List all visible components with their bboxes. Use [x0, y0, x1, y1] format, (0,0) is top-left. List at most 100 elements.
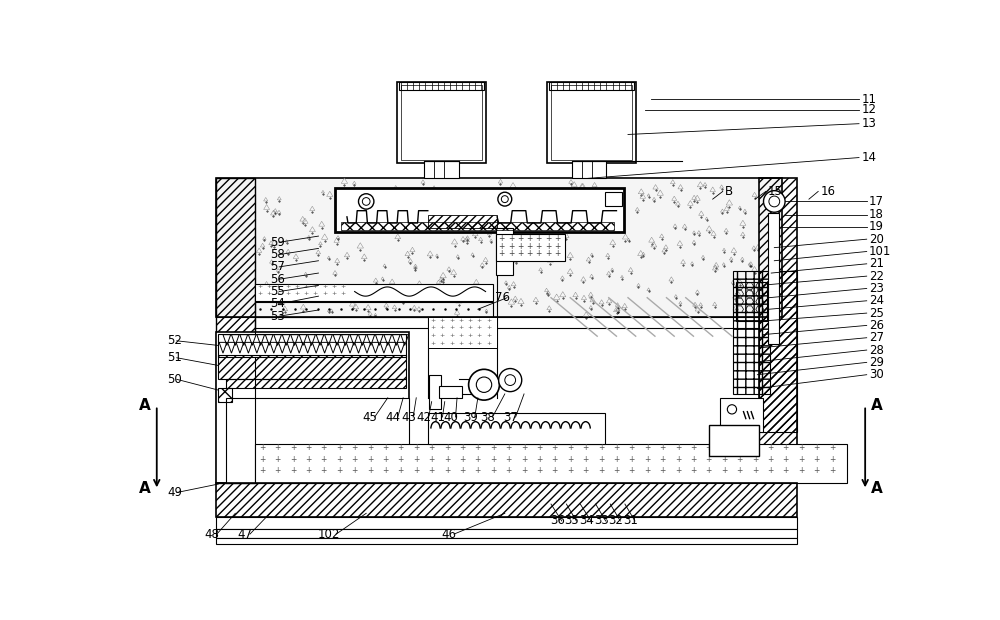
Text: +: + — [313, 285, 318, 290]
Text: +: + — [449, 333, 454, 338]
Text: +: + — [721, 466, 727, 476]
Text: +: + — [629, 443, 635, 453]
Bar — [549, 82, 634, 90]
Text: +: + — [440, 326, 445, 330]
Text: 54: 54 — [270, 298, 285, 311]
Text: +: + — [321, 455, 327, 464]
Text: 53: 53 — [270, 309, 285, 322]
Circle shape — [498, 192, 512, 206]
Text: +: + — [582, 443, 589, 453]
Text: +: + — [721, 443, 727, 453]
Bar — [216, 517, 797, 529]
Text: +: + — [552, 443, 558, 453]
Text: 49: 49 — [168, 486, 183, 499]
Text: +: + — [486, 340, 491, 345]
Bar — [768, 213, 779, 344]
Text: +: + — [736, 455, 743, 464]
Bar — [401, 85, 482, 160]
Text: +: + — [294, 291, 300, 296]
Bar — [226, 398, 409, 482]
Text: +: + — [458, 317, 464, 322]
Text: +: + — [490, 466, 496, 476]
Text: 102: 102 — [318, 528, 340, 541]
Text: +: + — [459, 455, 466, 464]
Text: +: + — [690, 466, 697, 476]
Circle shape — [499, 368, 522, 392]
Text: +: + — [783, 455, 789, 464]
Text: +: + — [276, 285, 281, 290]
Text: +: + — [285, 291, 290, 296]
Text: +: + — [458, 333, 464, 338]
Text: +: + — [535, 249, 542, 259]
Text: +: + — [736, 466, 743, 476]
Text: +: + — [321, 466, 327, 476]
Text: +: + — [459, 466, 466, 476]
Bar — [547, 82, 636, 163]
Text: +: + — [257, 291, 263, 296]
Text: 20: 20 — [869, 232, 884, 246]
Bar — [226, 379, 406, 388]
Text: +: + — [444, 443, 450, 453]
Text: +: + — [567, 455, 573, 464]
Text: 17: 17 — [869, 195, 884, 208]
Text: +: + — [477, 340, 482, 345]
Bar — [759, 179, 797, 482]
Bar — [572, 161, 606, 179]
Text: +: + — [304, 285, 309, 290]
Bar — [428, 413, 605, 444]
Text: +: + — [431, 326, 436, 330]
Text: +: + — [351, 455, 358, 464]
Text: +: + — [505, 443, 512, 453]
Bar — [496, 234, 565, 261]
Bar — [216, 529, 797, 538]
Bar — [255, 284, 493, 301]
Text: +: + — [706, 455, 712, 464]
Text: +: + — [449, 340, 454, 345]
Text: +: + — [431, 317, 436, 322]
Text: 28: 28 — [869, 343, 884, 356]
Text: +: + — [613, 455, 620, 464]
Text: +: + — [290, 466, 296, 476]
Text: +: + — [526, 249, 533, 259]
Circle shape — [469, 370, 499, 400]
Text: +: + — [367, 466, 373, 476]
Text: +: + — [468, 340, 473, 345]
Text: +: + — [783, 466, 789, 476]
Text: +: + — [613, 443, 620, 453]
Text: 36: 36 — [550, 515, 565, 528]
Text: 51: 51 — [168, 352, 182, 365]
Text: 27: 27 — [869, 331, 884, 344]
Text: 55: 55 — [270, 285, 285, 298]
Text: +: + — [413, 455, 419, 464]
Text: 19: 19 — [869, 220, 884, 233]
Text: 38: 38 — [480, 410, 495, 423]
Text: +: + — [767, 466, 774, 476]
Text: +: + — [798, 466, 804, 476]
Circle shape — [476, 377, 492, 392]
Text: +: + — [499, 234, 505, 243]
Text: +: + — [440, 340, 445, 345]
Text: +: + — [505, 466, 512, 476]
Text: +: + — [582, 455, 589, 464]
Text: +: + — [459, 443, 466, 453]
Text: 42: 42 — [416, 410, 431, 423]
Text: +: + — [428, 455, 435, 464]
Bar — [216, 482, 797, 517]
Text: 30: 30 — [869, 368, 884, 381]
Text: +: + — [690, 455, 697, 464]
Text: +: + — [475, 443, 481, 453]
Text: 12: 12 — [861, 104, 876, 117]
Text: +: + — [428, 443, 435, 453]
Text: 76: 76 — [495, 291, 510, 304]
Text: +: + — [274, 455, 281, 464]
Circle shape — [359, 193, 374, 209]
Text: 45: 45 — [363, 410, 377, 423]
Bar — [759, 271, 797, 433]
Text: +: + — [829, 455, 835, 464]
Text: +: + — [444, 455, 450, 464]
Text: +: + — [783, 443, 789, 453]
Text: +: + — [274, 443, 281, 453]
Text: +: + — [526, 234, 533, 243]
Text: +: + — [305, 443, 312, 453]
Text: +: + — [351, 466, 358, 476]
